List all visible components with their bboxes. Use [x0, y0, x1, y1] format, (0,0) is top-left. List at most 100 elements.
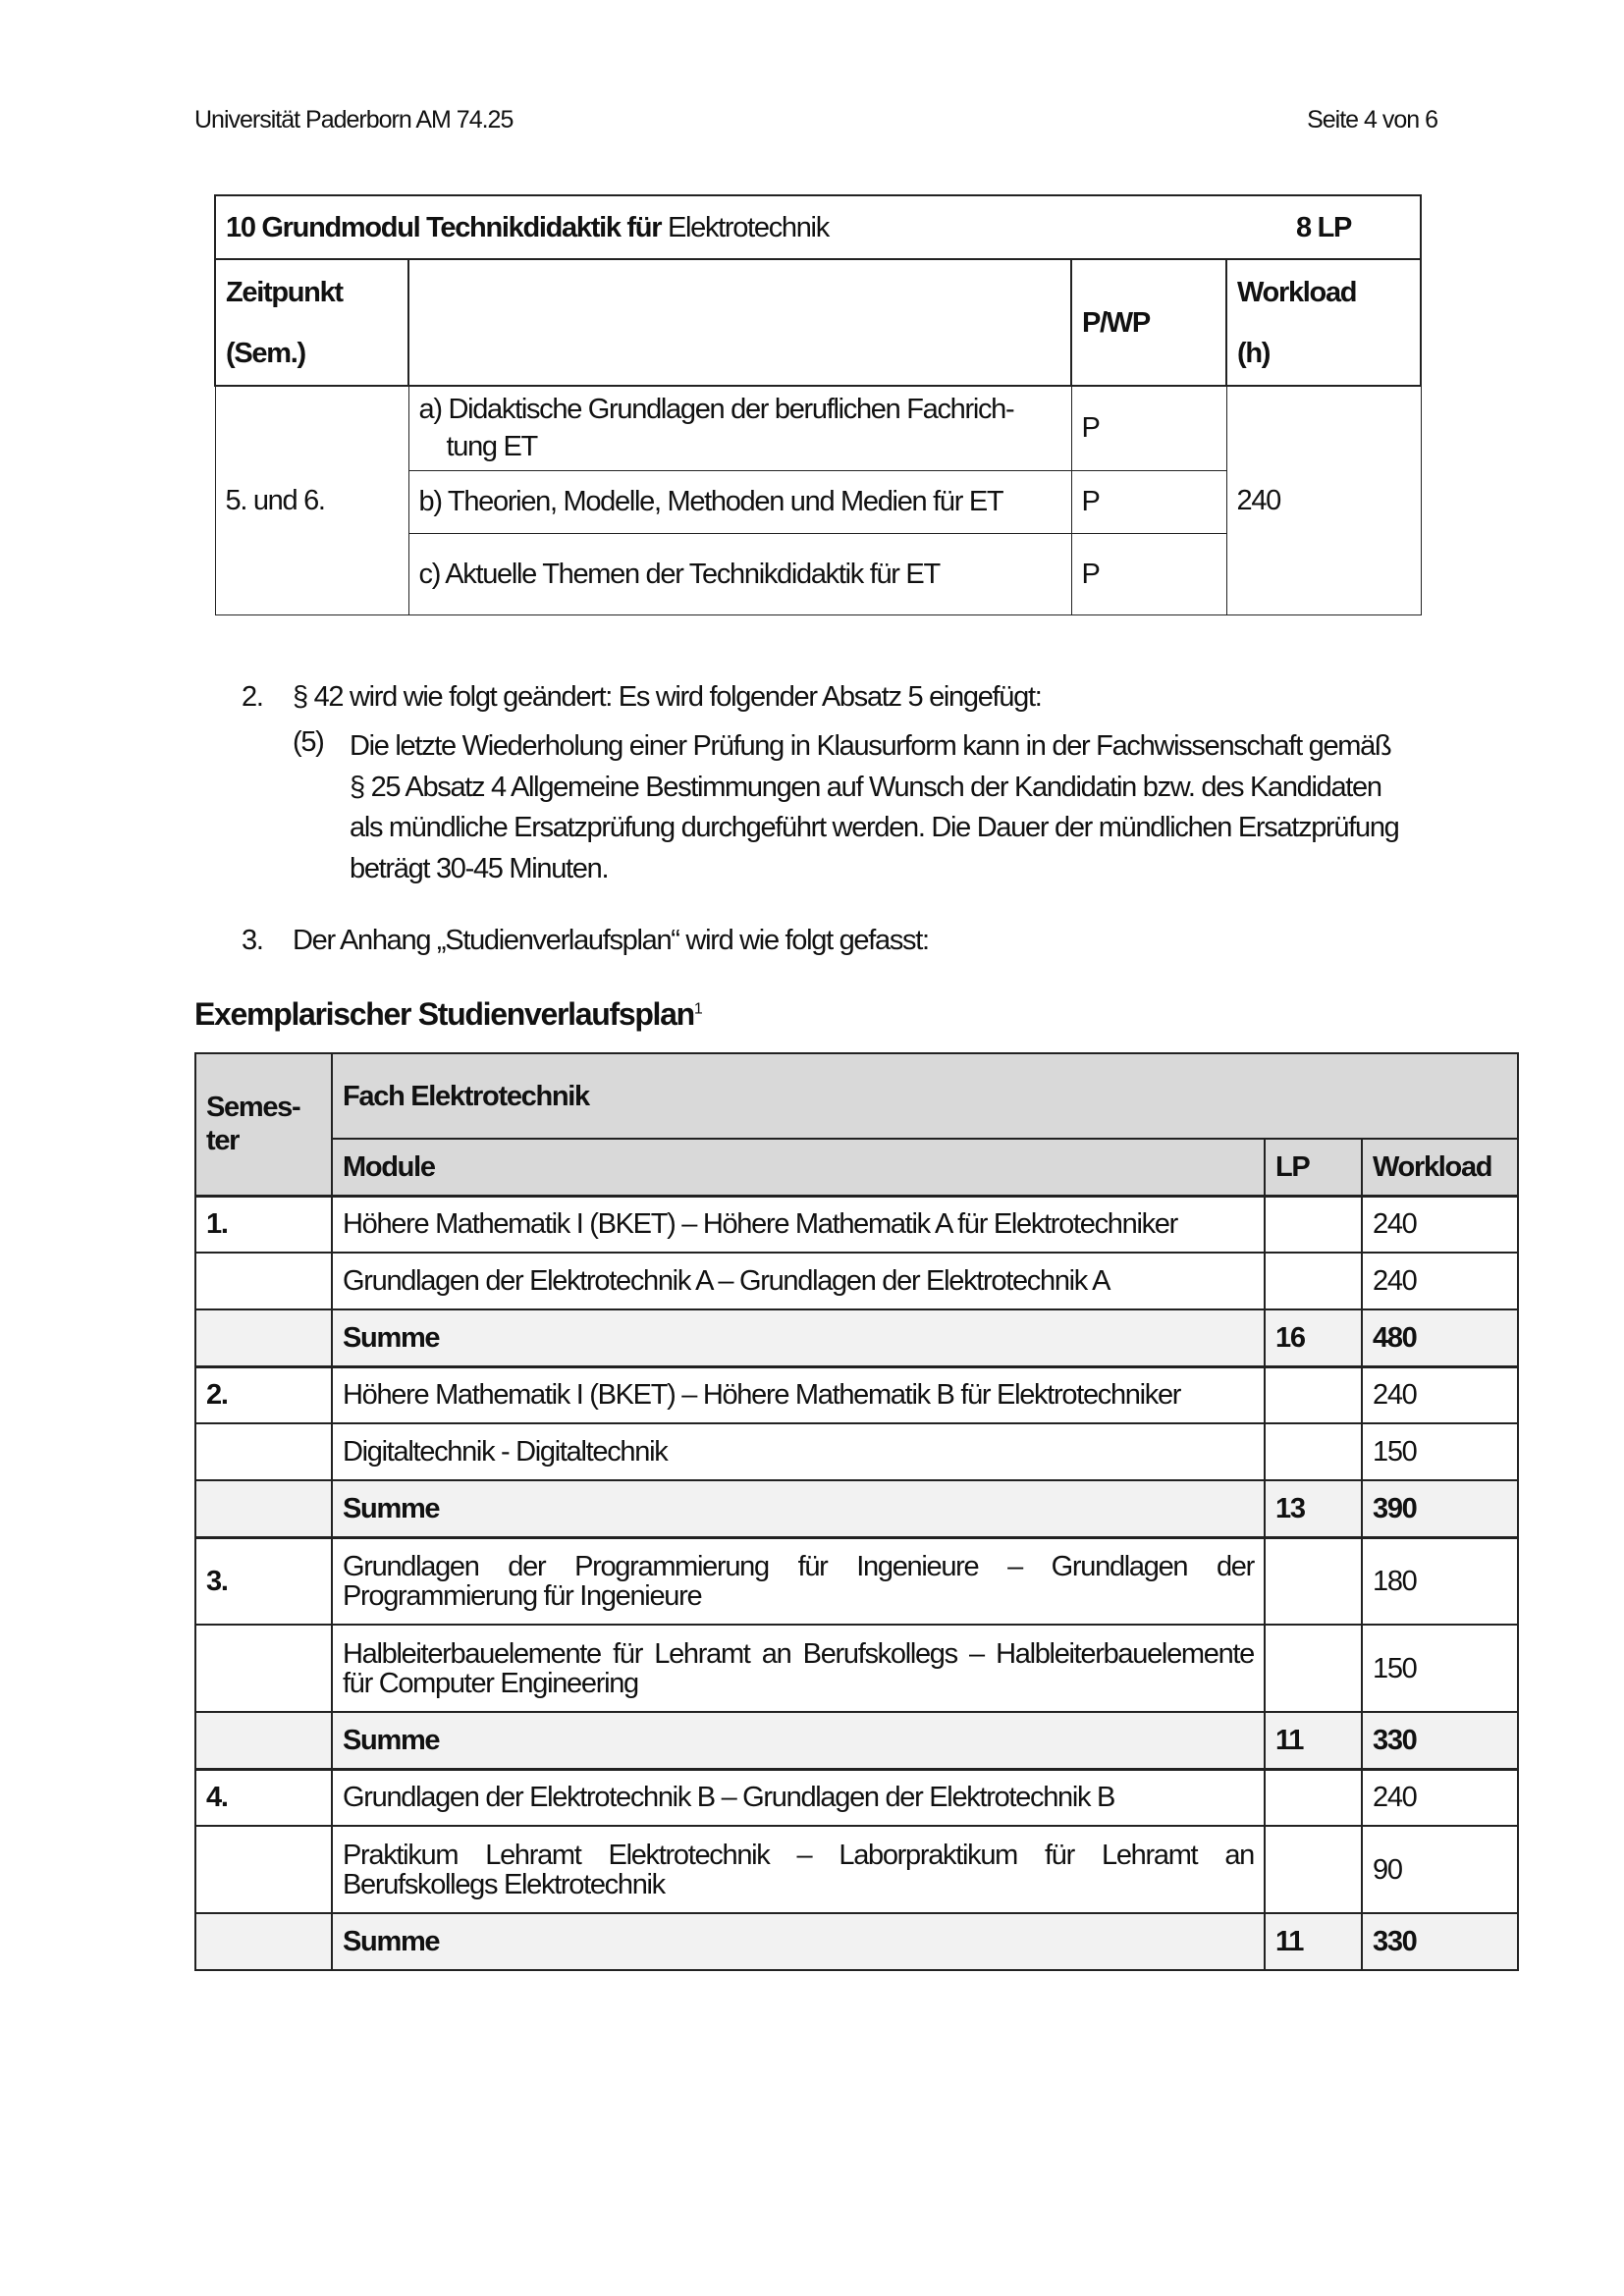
table-row: 2. Höhere Mathematik I (BKET) – Höhere Ma… [194, 1364, 1520, 1424]
table-row: 4. Grundlagen der Elektrotechnik B – Grun… [194, 1767, 1520, 1827]
module-row-title: a) Didaktische Grundlagen der berufliche… [418, 394, 1015, 426]
cell-workload: 150 [1360, 1624, 1520, 1713]
cell-module: Grundlagen der Programmierung für Ingeni… [331, 1535, 1266, 1626]
cell-semester [194, 1308, 333, 1367]
module-table: 10 Grundmodul Technikdidaktik für Elektr… [213, 194, 1423, 615]
cell-semester: 3. [194, 1535, 333, 1626]
cell-workload: 240 [1360, 1364, 1520, 1424]
list-item-2: 2. § 42 wird wie folgt geändert: Es wird… [242, 681, 1043, 714]
cell-lp: 16 [1264, 1308, 1363, 1367]
cell-semester [194, 1252, 333, 1310]
module-row-pwp: P [1070, 532, 1227, 615]
cell-semester [194, 1624, 333, 1713]
table-row: 1. Höhere Mathematik I (BKET) – Höhere Ma… [194, 1194, 1520, 1254]
footnote-marker[interactable]: 1 [693, 1000, 703, 1018]
module-row: c) Aktuelle Themen der Technikdidaktik f… [215, 532, 1421, 615]
paragraph-5-text: Die letzte Wiederholung einer Prüfung in… [350, 726, 1441, 889]
paragraph-5: (5) [293, 726, 325, 759]
table-row: Grundlagen der Elektrotechnik A – Grundl… [194, 1252, 1520, 1310]
cell-lp [1264, 1624, 1363, 1713]
cell-module: Höhere Mathematik I (BKET) – Höhere Math… [331, 1364, 1266, 1424]
cell-workload: 330 [1360, 1912, 1520, 1971]
col-workload: Workload [1360, 1138, 1520, 1197]
module-row-title: b) Theorien, Modelle, Methoden und Medie… [407, 469, 1072, 534]
table-row: Praktikum Lehramt Elektrotechnik – Labor… [194, 1825, 1520, 1914]
cell-workload: 480 [1360, 1308, 1520, 1367]
cell-semester [194, 1711, 333, 1770]
table-row: Digitaltechnik - Digitaltechnik 150 [194, 1422, 1520, 1481]
module-row: b) Theorien, Modelle, Methoden und Medie… [215, 469, 1421, 534]
paragraph-line: Die letzte Wiederholung einer Prüfung in… [350, 730, 1392, 762]
summe-row: Summe 13 390 [194, 1479, 1520, 1538]
list-item-3: 3. Der Anhang „Studienverlaufsplan“ wird… [242, 925, 930, 957]
plan-heading-text: Exemplarischer Studienverlaufsplan [194, 996, 695, 1032]
col-workload-1: Workload [1237, 276, 1358, 308]
module-row-title: c) Aktuelle Themen der Technikdidaktik f… [407, 532, 1072, 615]
module-row-pwp: P [1070, 469, 1227, 534]
cell-module: Halbleiterbauelemente für Lehramt an Ber… [331, 1624, 1266, 1713]
module-lp: 8 LP [1295, 211, 1352, 243]
cell-lp [1264, 1252, 1363, 1310]
paragraph-line: beträgt 30-45 Minuten. [350, 852, 610, 884]
plan-table: Semes-ter Fach Elektrotechnik Module LP … [194, 1052, 1520, 1971]
list-number: 2. [242, 681, 264, 713]
cell-semester [194, 1422, 333, 1481]
plan-header-row: Semes-ter Fach Elektrotechnik [194, 1052, 1520, 1197]
module-workload: 240 [1225, 385, 1422, 615]
cell-lp: 13 [1264, 1479, 1363, 1538]
cell-module: Praktikum Lehramt Elektrotechnik – Labor… [331, 1825, 1266, 1914]
module-header-row: Zeitpunkt (Sem.) P/WP Workload (h) [214, 258, 1423, 387]
header-left: Universität Paderborn AM 74.25 [194, 106, 514, 133]
cell-module: Summe [331, 1711, 1266, 1770]
module-title-normal: Elektrotechnik [667, 211, 830, 243]
cell-module: Summe [331, 1912, 1266, 1971]
cell-module: Summe [331, 1308, 1266, 1367]
cell-semester [194, 1912, 333, 1971]
module-title-bold: 10 Grundmodul Technikdidaktik für [226, 211, 662, 243]
cell-semester: 4. [194, 1767, 333, 1827]
col-time-1: Zeitpunkt [226, 276, 344, 308]
cell-module: Grundlagen der Elektrotechnik B – Grundl… [331, 1767, 1266, 1827]
cell-semester: 2. [194, 1364, 333, 1424]
col-workload-2: (h) [1237, 337, 1271, 369]
list-number: 3. [242, 925, 264, 956]
cell-semester [194, 1825, 333, 1914]
table-row: Halbleiterbauelemente für Lehramt an Ber… [194, 1624, 1520, 1713]
cell-workload: 330 [1360, 1711, 1520, 1770]
summe-row: Summe 11 330 [194, 1912, 1520, 1971]
cell-semester: 1. [194, 1194, 333, 1254]
cell-semester [194, 1479, 333, 1538]
cell-workload: 240 [1360, 1252, 1520, 1310]
cell-lp [1264, 1194, 1363, 1254]
cell-lp [1264, 1364, 1363, 1424]
cell-lp: 11 [1264, 1912, 1363, 1971]
cell-workload: 240 [1360, 1194, 1520, 1254]
summe-row: Summe 16 480 [194, 1308, 1520, 1367]
col-time-2: (Sem.) [226, 337, 306, 369]
cell-module: Summe [331, 1479, 1266, 1538]
cell-lp [1264, 1535, 1363, 1626]
cell-workload: 90 [1360, 1825, 1520, 1914]
cell-module: Grundlagen der Elektrotechnik A – Grundl… [331, 1252, 1266, 1310]
list-text: Der Anhang „Studienverlaufsplan“ wird wi… [293, 925, 930, 956]
cell-workload: 390 [1360, 1479, 1520, 1538]
cell-module: Digitaltechnik - Digitaltechnik [331, 1422, 1266, 1481]
col-pwp: P/WP [1070, 258, 1227, 387]
paragraph-line: § 25 Absatz 4 Allgemeine Bestimmungen au… [350, 771, 1382, 803]
col-lp: LP [1264, 1138, 1363, 1197]
module-row: 5. und 6. a) Didaktische Grundlagen der … [214, 385, 1422, 615]
cell-lp [1264, 1422, 1363, 1481]
cell-workload: 240 [1360, 1767, 1520, 1827]
plan-heading: Exemplarischer Studienverlaufsplan1 [194, 996, 703, 1033]
col-fach: Fach Elektrotechnik [330, 1052, 1520, 1140]
summe-row: Summe 11 330 [194, 1711, 1520, 1770]
cell-workload: 180 [1360, 1535, 1520, 1626]
cell-workload: 150 [1360, 1422, 1520, 1481]
col-empty [407, 258, 1072, 387]
list-text: § 42 wird wie folgt geändert: Es wird fo… [293, 681, 1043, 713]
module-time: 5. und 6. [214, 385, 409, 615]
cell-lp [1264, 1825, 1363, 1914]
paragraph-line: als mündliche Ersatzprüfung durchgeführt… [350, 812, 1400, 843]
col-module: Module [331, 1138, 1266, 1197]
cell-lp [1264, 1767, 1363, 1827]
